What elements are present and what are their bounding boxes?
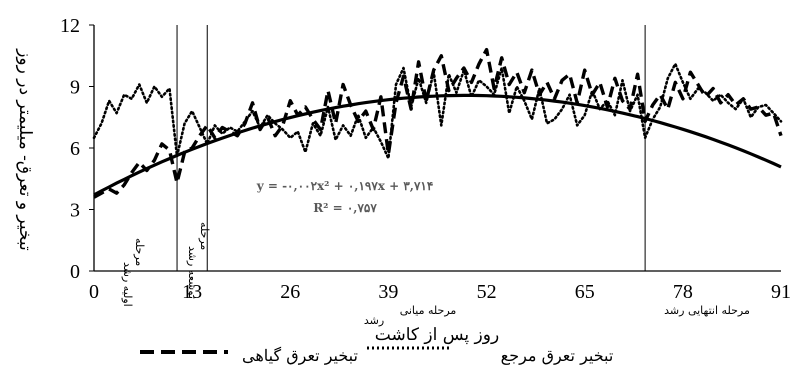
legend: تبخیر تعرق مرجع تبخیر تعرق گیاهی [140,346,613,365]
x-axis-label: روز پس از کاشت [375,325,499,345]
y-axis-label: تبخیر و تعرق- میلیمتر در روز [15,48,35,251]
stage-label-late: مرحله انتهایی رشد [664,304,750,317]
legend-crop-label: تبخیر تعرق گیاهی [242,346,358,365]
y-tick-label: 6 [70,138,80,160]
tick-labels: 0 3 6 9 12 0 13 26 39 52 65 78 91 [60,15,791,303]
series-layer [92,47,783,199]
trendline-equation: y = -۰,۰۰۲x² + ۰,۱۹۷x + ۳,۷۱۴ [256,179,434,193]
stage-label-development-line2: توسعه رشد [186,246,199,299]
x-tick-label: 0 [89,281,99,303]
y-tick-label: 9 [70,77,80,99]
stage-label-initial-line1: مرحله [133,238,146,266]
trendline [93,93,782,197]
series-line-crop-et [93,47,783,199]
trendline-r2: R² = ۰,۷۵۷ [313,201,377,215]
x-tick-label: 91 [771,281,791,303]
stage-label-development-line1: مرحله [198,222,211,250]
stage-label-mid-line2: رشد [364,314,384,327]
x-tick-label: 52 [477,281,497,303]
stage-boundary-lines [176,25,646,271]
y-tick-label: 12 [60,15,80,37]
legend-reference-label: تبخیر تعرق مرجع [501,346,614,365]
series-line-reference-et [92,62,783,160]
stage-label-mid-line1: مرحله میانی [400,304,457,317]
x-tick-label: 39 [378,281,398,303]
x-tick-label: 65 [575,281,595,303]
y-tick-label: 3 [70,200,80,222]
x-tick-label: 13 [182,281,202,303]
stage-label-initial-line2: اولیه رشد [121,262,134,307]
y-tick-label: 0 [70,261,80,283]
x-tick-label: 78 [673,281,693,303]
x-tick-label: 26 [280,281,300,303]
